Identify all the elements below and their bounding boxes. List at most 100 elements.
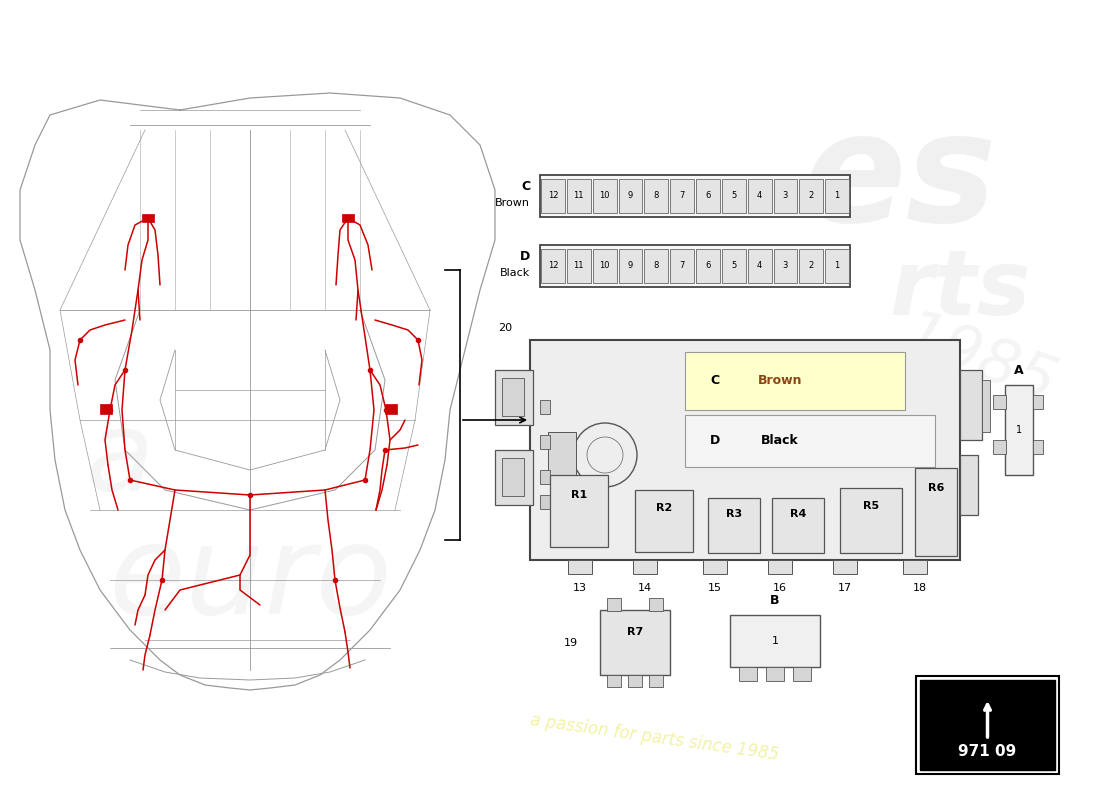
- Bar: [635, 490, 693, 552]
- Text: R1: R1: [571, 490, 587, 500]
- Text: 1: 1: [771, 636, 779, 646]
- Bar: [772, 498, 824, 553]
- Text: 5: 5: [732, 191, 736, 201]
- Bar: [568, 560, 592, 574]
- Bar: [541, 249, 564, 283]
- Text: C: C: [711, 374, 719, 387]
- Bar: [142, 214, 154, 222]
- Bar: [722, 179, 746, 213]
- Text: 13: 13: [573, 583, 587, 593]
- Text: Black: Black: [761, 434, 799, 447]
- Text: 3: 3: [783, 262, 788, 270]
- Text: R2: R2: [656, 503, 672, 513]
- Bar: [993, 395, 1007, 409]
- Text: 2: 2: [808, 191, 814, 201]
- Bar: [993, 440, 1007, 454]
- Bar: [550, 475, 608, 547]
- Bar: [982, 380, 990, 432]
- Bar: [600, 610, 670, 675]
- Bar: [540, 435, 550, 449]
- Bar: [773, 249, 798, 283]
- Bar: [593, 179, 616, 213]
- Bar: [800, 249, 823, 283]
- Text: 8: 8: [653, 262, 659, 270]
- Bar: [342, 214, 354, 222]
- Bar: [566, 179, 591, 213]
- Text: 12: 12: [548, 191, 558, 201]
- Text: 14: 14: [638, 583, 652, 593]
- Text: 11: 11: [573, 262, 584, 270]
- Text: 18: 18: [913, 583, 927, 593]
- Bar: [495, 370, 534, 425]
- Bar: [708, 498, 760, 553]
- Text: R4: R4: [790, 509, 806, 519]
- Text: euro: euro: [108, 519, 392, 641]
- Bar: [685, 415, 935, 467]
- Bar: [825, 249, 849, 283]
- Text: 4: 4: [757, 262, 762, 270]
- Text: Brown: Brown: [758, 374, 802, 387]
- Bar: [649, 598, 663, 611]
- Text: B: B: [770, 594, 780, 607]
- Bar: [748, 179, 771, 213]
- Text: R6: R6: [927, 483, 944, 493]
- Bar: [800, 179, 823, 213]
- Bar: [540, 400, 550, 414]
- Text: es: es: [803, 106, 998, 254]
- Text: Brown: Brown: [495, 198, 530, 208]
- Bar: [696, 249, 719, 283]
- Polygon shape: [20, 93, 495, 690]
- Text: R5: R5: [862, 501, 879, 511]
- Text: a: a: [86, 406, 154, 514]
- Bar: [670, 179, 694, 213]
- Text: 17: 17: [838, 583, 853, 593]
- Text: 12: 12: [548, 262, 558, 270]
- Text: 5: 5: [732, 262, 736, 270]
- Bar: [915, 468, 957, 556]
- Bar: [766, 667, 784, 681]
- Text: 9: 9: [628, 191, 632, 201]
- Text: 971 09: 971 09: [958, 745, 1016, 759]
- Text: A: A: [1014, 365, 1024, 378]
- Bar: [645, 179, 668, 213]
- Bar: [748, 249, 771, 283]
- Text: R7: R7: [627, 627, 644, 637]
- Bar: [703, 560, 727, 574]
- Bar: [960, 455, 978, 515]
- Bar: [773, 179, 798, 213]
- Bar: [100, 404, 112, 414]
- Bar: [645, 249, 668, 283]
- Bar: [1033, 440, 1043, 454]
- Text: 9: 9: [628, 262, 632, 270]
- Bar: [632, 560, 657, 574]
- Bar: [685, 352, 905, 410]
- Text: 20: 20: [498, 323, 512, 333]
- Text: a passion for parts since 1985: a passion for parts since 1985: [529, 711, 780, 764]
- Bar: [649, 675, 663, 687]
- Bar: [540, 245, 850, 287]
- Bar: [540, 495, 550, 509]
- Text: 10: 10: [600, 191, 609, 201]
- Text: C: C: [521, 181, 530, 194]
- Text: 1: 1: [835, 262, 839, 270]
- Bar: [628, 675, 642, 687]
- Text: D: D: [519, 250, 530, 263]
- Text: R3: R3: [726, 509, 742, 519]
- Bar: [670, 249, 694, 283]
- Bar: [840, 488, 902, 553]
- Text: Black: Black: [499, 268, 530, 278]
- Bar: [903, 560, 927, 574]
- Text: rts: rts: [889, 246, 1031, 334]
- Text: D: D: [710, 434, 720, 447]
- Text: 16: 16: [773, 583, 786, 593]
- Text: 6: 6: [705, 262, 711, 270]
- Bar: [730, 615, 820, 667]
- Bar: [495, 450, 534, 505]
- Text: 2: 2: [808, 262, 814, 270]
- Bar: [920, 680, 1055, 770]
- Text: 11: 11: [573, 191, 584, 201]
- Bar: [540, 175, 850, 217]
- Bar: [607, 598, 621, 611]
- Bar: [607, 675, 621, 687]
- Bar: [1033, 395, 1043, 409]
